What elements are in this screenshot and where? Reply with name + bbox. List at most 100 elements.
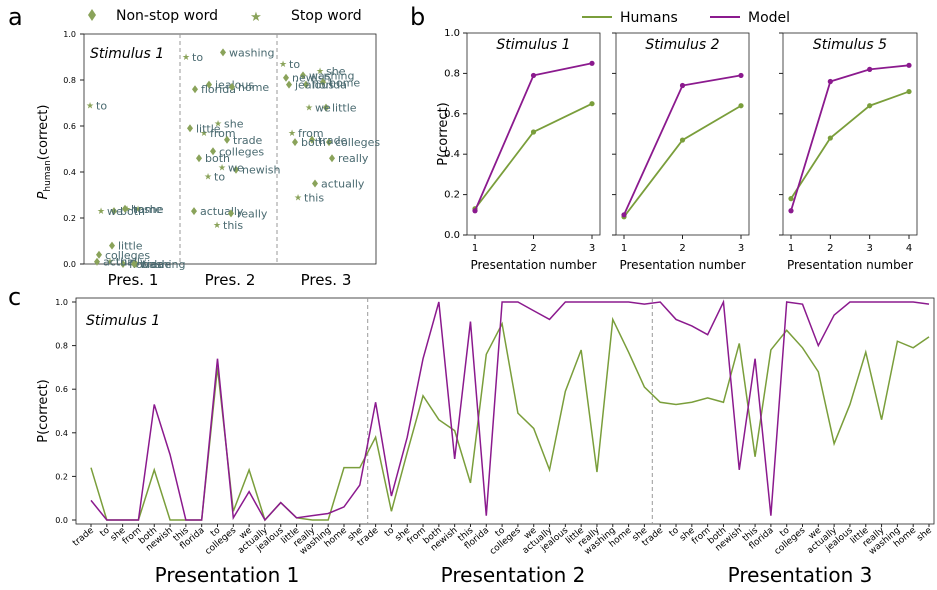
series-line-model	[90, 299, 930, 522]
nonstop-word-marker	[191, 207, 197, 216]
legend-star-marker: ★	[250, 10, 262, 25]
nonstop-word-marker	[323, 103, 329, 112]
word-label: she	[326, 65, 346, 78]
nonstop-word-marker	[326, 138, 332, 147]
group-label-pres-2: Pres. 2	[205, 271, 256, 289]
x-tick-label: 2	[530, 243, 536, 254]
data-point-humans	[867, 103, 873, 109]
data-point-model	[738, 72, 744, 79]
stop-word-marker: ★	[218, 163, 226, 173]
stop-word-marker: ★	[134, 205, 142, 215]
panel-b-legend: Humans Model	[582, 10, 790, 26]
panel-label-b: b	[410, 3, 425, 31]
nonstop-word-marker	[233, 165, 239, 174]
panel-a-y-ticks: 0.0 0.2 0.4 0.6 0.8 1.0	[63, 30, 84, 269]
y-tick-label: 0.8	[55, 342, 68, 351]
nonstop-word-marker	[111, 207, 117, 216]
legend-label-nonstop: Non-stop word	[116, 8, 218, 24]
stop-word-marker: ★	[288, 129, 296, 139]
nonstop-word-marker	[224, 135, 230, 144]
word-label: home	[238, 81, 269, 94]
x-tick-label: 1	[788, 243, 794, 254]
subplot-title: Stimulus 1	[496, 37, 570, 53]
nonstop-word-marker	[228, 209, 234, 218]
nonstop-word-marker	[94, 257, 100, 266]
word-label: washing	[140, 258, 185, 271]
word-label: colleges	[219, 145, 264, 158]
series-line-humans	[90, 316, 930, 522]
word-label: she	[144, 203, 164, 216]
word-label: colleges	[335, 136, 380, 149]
panel-label-a: a	[8, 3, 23, 31]
subplot-title: Stimulus 2	[645, 37, 719, 53]
word-label: jealous	[294, 79, 334, 92]
y-tick-label: 0.8	[444, 68, 460, 79]
x-tick-label: 1	[472, 243, 478, 254]
nonstop-word-marker	[122, 204, 128, 213]
group-label-presentation-1: Presentation 1	[155, 563, 300, 587]
ylabel-sub: human	[43, 160, 53, 191]
nonstop-word-marker	[309, 135, 315, 144]
stop-word-marker: ★	[182, 53, 190, 63]
data-point-model	[906, 62, 912, 68]
panel-a-ylabel: Phuman(correct)	[36, 105, 53, 200]
panel-b-ylabel: P(correct)	[436, 102, 451, 166]
nonstop-word-marker	[300, 71, 306, 80]
x-tick-label: colleges	[773, 525, 808, 557]
group-label-pres-1: Pres. 1	[108, 271, 159, 289]
subplot-1: Stimulus 1 0.0 0.2 0.4 0.6 0.8 1.0 1 2 3 Presentat…	[444, 28, 601, 272]
series-line-humans	[623, 104, 742, 218]
word-label: colleges	[105, 249, 150, 262]
nonstop-word-marker	[292, 138, 298, 147]
data-point-humans	[679, 137, 686, 143]
y-tick-label: 0.8	[63, 76, 76, 85]
word-label: florida	[129, 258, 164, 271]
data-point-humans	[589, 101, 595, 107]
panel-a-legend: Non-stop word ★ Stop word	[88, 8, 362, 25]
panel-a-scatter: Non-stop word ★ Stop word Stimulus 1 Phu…	[36, 8, 380, 289]
nonstop-word-marker	[312, 179, 318, 188]
ylabel-main: P	[36, 191, 51, 199]
nonstop-word-marker	[283, 73, 289, 82]
y-tick-label: 0.4	[63, 168, 76, 177]
y-tick-label: 0.4	[55, 429, 68, 438]
panel-a-frame	[83, 33, 377, 265]
data-point-humans	[738, 103, 744, 109]
stop-word-marker: ★	[294, 193, 302, 203]
nonstop-word-marker	[229, 82, 235, 91]
word-label: washing	[229, 46, 274, 59]
legend-diamond-marker	[88, 9, 96, 21]
x-tick-label: colleges	[488, 525, 523, 557]
word-label: home	[131, 203, 162, 216]
legend-label-stop: Stop word	[291, 8, 362, 24]
panel-c-series	[90, 298, 930, 524]
data-point-humans	[788, 196, 794, 202]
word-label: actually	[200, 205, 244, 218]
panel-c-y-ticks: 0.0 0.2 0.4 0.6 0.8 1.0	[55, 298, 76, 525]
word-label: little	[118, 240, 143, 253]
nonstop-word-marker	[303, 80, 309, 89]
x-tick-label: 4	[906, 243, 912, 254]
nonstop-word-marker	[196, 154, 202, 163]
word-label: actually	[321, 178, 365, 191]
stop-word-marker: ★	[316, 67, 324, 77]
y-tick-label: 0.2	[63, 214, 76, 223]
data-point-model	[827, 78, 833, 85]
word-label: we	[228, 161, 244, 174]
subplot-2: Stimulus 2 1 2 3 Presentation number	[612, 32, 750, 272]
word-label: newish	[242, 164, 281, 177]
nonstop-word-marker	[320, 78, 326, 87]
word-label: to	[133, 203, 144, 216]
y-tick-label: 0.2	[55, 472, 68, 481]
panel-c-lines: Stimulus 1 P(correct) 0.0 0.2 0.4 0.6 0.8 1.0…	[36, 297, 935, 587]
nonstop-word-marker	[329, 154, 335, 163]
word-label: to	[96, 99, 107, 112]
panel-c-frame	[75, 297, 935, 525]
x-tick-label: 1	[621, 243, 627, 254]
data-point-model	[589, 60, 595, 66]
data-point-model	[788, 208, 794, 214]
nonstop-word-marker	[192, 85, 198, 94]
word-label: really	[338, 152, 369, 165]
word-label: both	[301, 136, 326, 149]
